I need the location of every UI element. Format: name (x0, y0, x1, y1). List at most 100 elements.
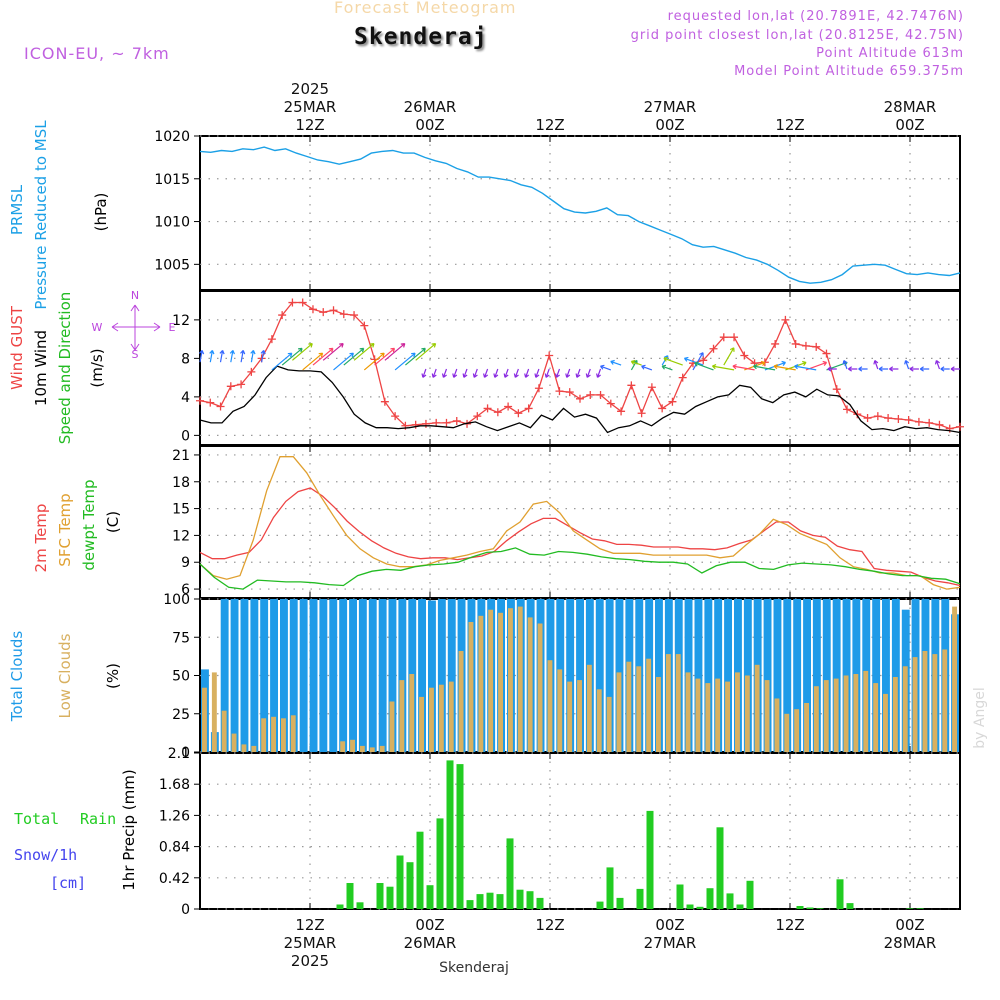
total-cloud-bar (418, 599, 426, 752)
compass-arrows (111, 304, 161, 351)
label-total: Total (14, 810, 59, 828)
total-cloud-bar (872, 599, 881, 752)
wind-direction-arrow (858, 366, 868, 372)
y-tick-label: 0.42 (159, 871, 190, 887)
total-cloud-bar (260, 599, 269, 752)
label-10m-wind: 10m Wind (32, 330, 50, 406)
wind-direction-arrow (847, 366, 858, 372)
low-cloud-bar (281, 718, 286, 752)
total-cloud-bar (773, 599, 782, 752)
low-cloud-bar (932, 654, 938, 752)
y-tick-label: 15 (172, 502, 190, 518)
compass-s: S (132, 348, 139, 361)
wind-direction-arrow (773, 364, 796, 371)
pressure-line (199, 146, 961, 284)
wind-direction-arrow (565, 368, 571, 378)
wind-direction-arrow (472, 368, 478, 378)
precip-bar (496, 894, 504, 909)
y-tick-label: 18 (172, 475, 190, 491)
credit-watermark: by Angel (972, 687, 988, 748)
low-cloud-bar (567, 681, 573, 752)
gust-marker (545, 351, 554, 360)
y-tick-label: 1.68 (159, 777, 190, 793)
low-cloud-bar (902, 666, 908, 752)
low-cloud-bar (774, 698, 780, 752)
precip-bar (686, 904, 694, 909)
panel-frame (199, 445, 961, 599)
gust-marker (391, 412, 400, 421)
precip-bar (696, 906, 704, 909)
wind-speed-line (199, 365, 961, 434)
footer-location: Skenderaj (439, 960, 509, 976)
low-cloud-bar (251, 745, 257, 752)
low-cloud-bar (359, 745, 365, 752)
wind-direction-arrow (585, 368, 591, 378)
low-cloud-bar (705, 683, 711, 752)
label-rain: Rain (80, 810, 116, 828)
precip-bar (516, 889, 524, 909)
precip-bar (416, 831, 424, 909)
wind-direction-arrow (694, 361, 714, 371)
wind-direction-arrow (250, 349, 256, 363)
total-cloud-bar (812, 599, 821, 752)
total-cloud-bar (309, 599, 318, 752)
precip-bar (536, 897, 544, 909)
total-cloud-bar (378, 599, 387, 752)
total-cloud-bar (566, 599, 575, 752)
gust-marker (432, 418, 441, 427)
grid-point-coords: grid point closest lon,lat (20.8125E, 42… (630, 28, 964, 43)
wind-direction-arrow (229, 349, 235, 363)
bottom-time-label: 00Z (415, 916, 444, 934)
low-cloud-bar (290, 715, 296, 752)
total-cloud-bar (368, 599, 377, 752)
y-tick-label: 0 (181, 902, 190, 918)
total-cloud-bar (349, 599, 357, 752)
gust-marker (740, 351, 749, 360)
low-cloud-bar (823, 680, 829, 752)
low-cloud-bar (833, 678, 839, 752)
low-cloud-bar (744, 675, 750, 752)
wind-direction-arrow (575, 368, 581, 378)
gust-marker (668, 397, 677, 406)
wind-direction-arrow (600, 364, 612, 371)
low-cloud-bar (922, 651, 928, 752)
precip-bar (386, 886, 394, 909)
precip-bar (486, 892, 494, 909)
total-cloud-bar (576, 599, 584, 752)
total-cloud-bar (822, 599, 831, 752)
low-cloud-bar (527, 617, 533, 752)
low-cloud-bar (498, 612, 503, 752)
gust-marker (483, 404, 492, 413)
gust-marker (822, 349, 831, 358)
wind-direction-arrow (415, 343, 437, 361)
low-cloud-bar (942, 649, 948, 752)
precip-bar (396, 855, 404, 909)
low-cloud-bar (508, 608, 513, 752)
low-cloud-bar (675, 654, 681, 752)
label-2m-temp: 2m Temp (32, 504, 50, 573)
label-precip-mm: 1hr Precip (mm) (120, 769, 138, 890)
low-cloud-bar (517, 606, 523, 752)
wind-direction-arrow (909, 366, 919, 372)
wind-direction-arrow (271, 352, 293, 371)
gust-marker (350, 311, 359, 320)
y-tick-label: 1005 (154, 257, 190, 273)
total-cloud-bar (655, 599, 663, 752)
bottom-time-label: 2025 (291, 952, 329, 970)
wind-direction-arrow (312, 347, 334, 366)
bottom-time-label: 12Z (535, 916, 564, 934)
wind-direction-arrow (260, 349, 266, 363)
total-cloud-bar (220, 599, 229, 752)
wind-direction-arrow (878, 366, 889, 372)
low-cloud-bar (419, 696, 424, 752)
top-time-label: 25MAR (284, 98, 337, 116)
dewpt-line (199, 547, 961, 590)
label-percent: (%) (104, 663, 122, 689)
low-cloud-bar (458, 651, 464, 752)
total-cloud-bar (803, 599, 811, 752)
total-cloud-bar (704, 599, 713, 752)
gust-marker (586, 390, 595, 399)
panel-temperature: 6 9 12 15 18 21 (172, 445, 961, 599)
gust-marker (884, 414, 893, 423)
